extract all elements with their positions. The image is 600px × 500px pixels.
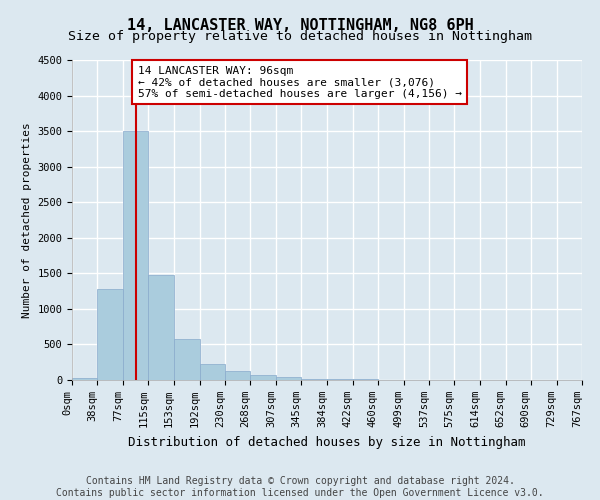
Bar bbox=[72, 378, 97, 380]
Bar bbox=[148, 275, 174, 380]
Text: Contains HM Land Registry data © Crown copyright and database right 2024.
Contai: Contains HM Land Registry data © Crown c… bbox=[56, 476, 544, 498]
Bar bbox=[200, 364, 225, 380]
Y-axis label: Number of detached properties: Number of detached properties bbox=[22, 122, 32, 318]
Text: 14 LANCASTER WAY: 96sqm
← 42% of detached houses are smaller (3,076)
57% of semi: 14 LANCASTER WAY: 96sqm ← 42% of detache… bbox=[138, 66, 462, 99]
Bar bbox=[123, 131, 148, 380]
Bar bbox=[225, 372, 250, 380]
Bar bbox=[250, 374, 276, 380]
Bar bbox=[276, 377, 301, 380]
Text: Size of property relative to detached houses in Nottingham: Size of property relative to detached ho… bbox=[68, 30, 532, 43]
Bar bbox=[301, 378, 328, 380]
Bar bbox=[174, 339, 200, 380]
Text: 14, LANCASTER WAY, NOTTINGHAM, NG8 6PH: 14, LANCASTER WAY, NOTTINGHAM, NG8 6PH bbox=[127, 18, 473, 32]
Bar bbox=[97, 289, 123, 380]
X-axis label: Distribution of detached houses by size in Nottingham: Distribution of detached houses by size … bbox=[128, 436, 526, 448]
